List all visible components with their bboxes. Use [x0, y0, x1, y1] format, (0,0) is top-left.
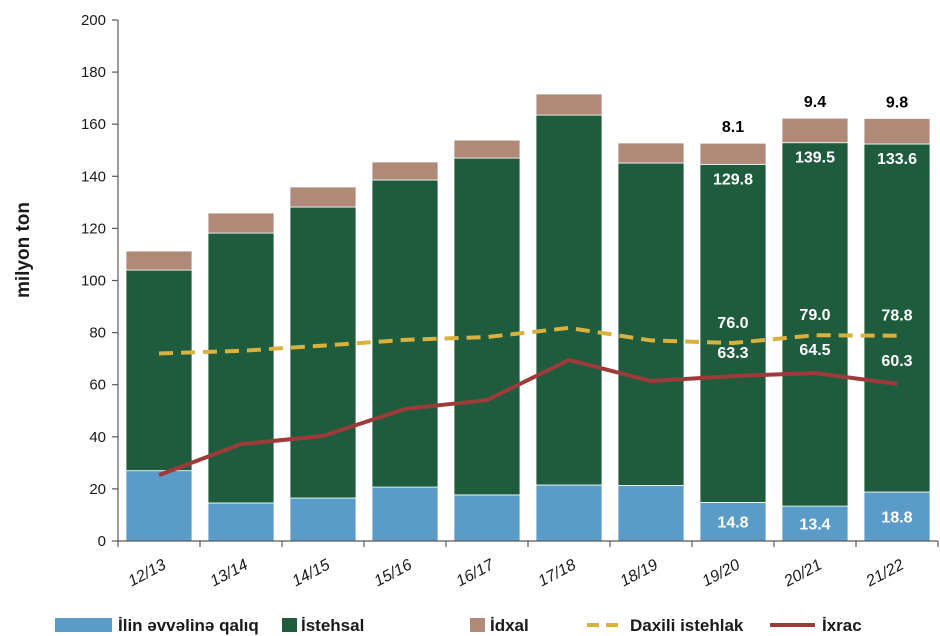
bar-production-15-16 [371, 179, 439, 488]
bar-opening-stock-21-22 [863, 491, 931, 542]
x-tick-label: 19/20 [700, 556, 743, 590]
legend-item-opening-stock: İlin əvvəlinə qalıq [55, 616, 259, 635]
data-label-production-19-20: 129.8 [713, 171, 753, 188]
lines-layer [158, 325, 898, 477]
data-label-domestic-consumption-21-22: 78.8 [881, 308, 912, 325]
x-tick-label: 12/13 [126, 556, 169, 590]
legend-item-export: İxrac [770, 616, 862, 635]
data-label-production-20-21: 139.5 [795, 150, 835, 167]
bar-production-20-21 [781, 142, 849, 507]
x-tick-label: 17/18 [536, 556, 579, 590]
y-tick-label: 100 [81, 273, 106, 290]
bar-import-16-17 [453, 139, 521, 159]
bar-production-14-15 [289, 206, 357, 499]
data-label-domestic-consumption-19-20: 76.0 [717, 315, 748, 332]
line-domestic-consumption [158, 325, 898, 356]
x-tick-label: 18/19 [618, 556, 661, 590]
legend-label-production: İstehsal [301, 616, 364, 635]
bar-import-17-18 [535, 93, 603, 116]
bar-opening-stock-16-17 [453, 494, 521, 542]
data-label-import-19-20: 8.1 [722, 119, 744, 136]
bar-opening-stock-17-18 [535, 484, 603, 542]
x-tick-label: 21/22 [863, 556, 907, 590]
bar-opening-stock-15-16 [371, 486, 439, 542]
data-label-import-21-22: 9.8 [886, 94, 908, 111]
y-tick-label: 40 [89, 429, 106, 446]
data-label-opening-stock-20-21: 13.4 [799, 517, 830, 534]
bar-production-18-19 [617, 162, 685, 486]
y-tick-label: 20 [89, 481, 106, 498]
bar-opening-stock-12-13 [125, 470, 193, 542]
x-tick-label: 15/16 [372, 556, 415, 590]
data-label-export-21-22: 60.3 [881, 353, 912, 370]
legend-item-import: İdxal [470, 616, 529, 635]
legend-swatch-production [282, 618, 297, 632]
bar-production-13-14 [207, 232, 275, 504]
bar-production-12-13 [125, 269, 193, 472]
x-tick-label: 20/21 [781, 557, 825, 591]
legend-swatch-opening-stock [55, 618, 112, 632]
data-label-opening-stock-19-20: 14.8 [717, 515, 748, 532]
y-axis-title: milyon ton [13, 202, 34, 298]
bar-import-13-14 [207, 212, 275, 234]
data-labels-layer: 14.8 13.4 18.8 129.8 139.5 133.6 8.1 9.4 9.8 76.0… [713, 94, 917, 533]
y-tick-label: 180 [81, 64, 106, 81]
y-tick-label: 160 [81, 116, 106, 133]
data-label-import-20-21: 9.4 [804, 94, 826, 111]
data-label-export-20-21: 64.5 [799, 342, 830, 359]
legend-label-domestic-consumption: Daxili istehlak [630, 616, 744, 635]
x-tick-label: 16/17 [454, 556, 498, 590]
bar-opening-stock-18-19 [617, 485, 685, 542]
legend: İlin əvvəlinə qalıq İstehsal İdxal Daxil… [55, 616, 862, 635]
bar-production-17-18 [535, 114, 603, 486]
data-label-domestic-consumption-20-21: 79.0 [799, 307, 830, 324]
bar-import-21-22 [863, 118, 931, 145]
x-tick-label: 14/15 [290, 556, 333, 590]
bar-import-19-20 [699, 142, 767, 165]
legend-swatch-import [470, 618, 485, 632]
legend-label-import: İdxal [490, 616, 529, 635]
y-tick-label: 140 [81, 168, 106, 185]
bar-opening-stock-14-15 [289, 497, 357, 542]
bar-import-12-13 [125, 250, 193, 271]
x-tick-label: 13/14 [208, 556, 251, 590]
bar-import-18-19 [617, 142, 685, 164]
data-label-opening-stock-21-22: 18.8 [881, 510, 912, 527]
bars-layer [125, 93, 931, 542]
legend-label-export: İxrac [822, 616, 862, 635]
legend-item-production: İstehsal [282, 616, 364, 635]
y-tick-label: 0 [98, 533, 106, 550]
bar-production-16-17 [453, 157, 521, 496]
bar-import-14-15 [289, 186, 357, 208]
data-label-production-21-22: 133.6 [877, 151, 917, 168]
bar-opening-stock-19-20 [699, 502, 767, 542]
data-label-export-19-20: 63.3 [717, 345, 748, 362]
y-tick-label: 120 [81, 220, 106, 237]
bar-import-15-16 [371, 161, 439, 181]
bar-opening-stock-13-14 [207, 502, 275, 542]
bar-production-21-22 [863, 143, 931, 493]
y-tick-label: 200 [81, 12, 106, 29]
line-export [158, 357, 898, 477]
bar-production-19-20 [699, 163, 767, 503]
y-tick-label: 60 [89, 377, 106, 394]
bar-import-20-21 [781, 117, 849, 144]
legend-item-domestic-consumption: Daxili istehlak [587, 616, 744, 635]
y-tick-label: 80 [89, 325, 106, 342]
bar-opening-stock-20-21 [781, 505, 849, 542]
legend-label-opening-stock: İlin əvvəlinə qalıq [118, 616, 259, 635]
